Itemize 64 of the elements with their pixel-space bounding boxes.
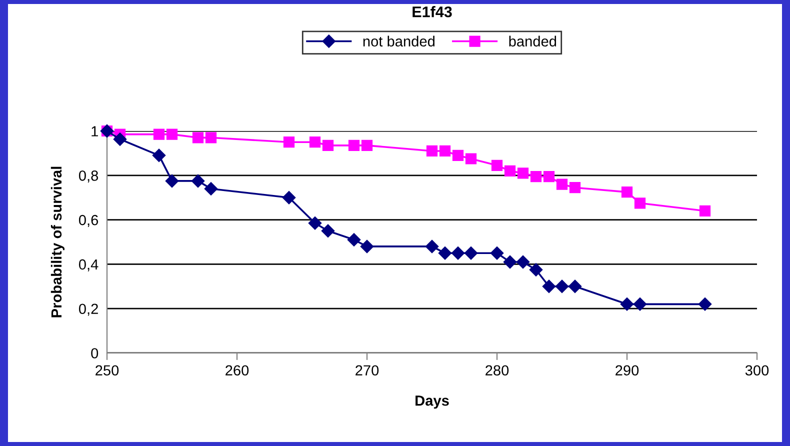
- point: [191, 174, 205, 188]
- point: [620, 298, 634, 311]
- point: [308, 216, 322, 230]
- point: [516, 255, 530, 269]
- y-tick-label: 0: [91, 348, 98, 358]
- point: [165, 174, 179, 188]
- y-tick-label: 0,4: [78, 259, 98, 272]
- point: [503, 255, 517, 269]
- point: [321, 224, 335, 238]
- point: [153, 128, 165, 140]
- point: [166, 128, 178, 140]
- point: [347, 233, 361, 246]
- point: [464, 246, 478, 260]
- point: [633, 298, 647, 311]
- point: [634, 198, 646, 209]
- point: [698, 298, 712, 311]
- point: [361, 140, 373, 151]
- x-tick-label: 250: [96, 365, 119, 376]
- point: [451, 246, 465, 260]
- point: [621, 186, 633, 198]
- point: [426, 145, 438, 157]
- y-tick-label: 0,2: [78, 304, 98, 316]
- y-tick-label: 0,8: [78, 170, 98, 183]
- legend-label: not banded: [363, 36, 434, 47]
- x-axis-title: Days: [416, 396, 449, 409]
- point: [205, 132, 217, 144]
- point: [439, 145, 451, 157]
- point: [192, 132, 204, 144]
- point: [530, 170, 542, 182]
- point: [568, 280, 582, 293]
- point: [452, 150, 464, 161]
- point: [360, 240, 374, 254]
- x-tick-label: 290: [616, 365, 639, 376]
- point: [282, 191, 296, 204]
- legend-label: banded: [509, 36, 556, 47]
- point: [556, 178, 568, 190]
- point: [699, 205, 711, 216]
- chart-title: E1f43: [412, 6, 452, 18]
- point: [425, 240, 439, 254]
- y-tick-label: 0,6: [78, 214, 98, 227]
- y-axis-title: Probability of survival: [50, 166, 65, 318]
- point: [543, 170, 555, 182]
- point: [555, 280, 569, 293]
- point: [491, 160, 503, 171]
- point: [542, 280, 556, 293]
- point: [490, 246, 504, 260]
- point: [504, 165, 516, 177]
- point: [438, 246, 452, 260]
- point: [322, 140, 334, 151]
- point: [152, 148, 166, 162]
- y-tick-label: 1: [92, 126, 98, 136]
- point: [204, 182, 218, 196]
- point: [465, 153, 477, 164]
- point: [529, 263, 543, 276]
- x-tick-label: 270: [356, 365, 379, 376]
- point: [113, 132, 127, 146]
- point: [283, 136, 295, 148]
- point: [348, 140, 360, 151]
- x-tick-label: 260: [226, 365, 249, 376]
- point: [309, 136, 321, 148]
- x-tick-label: 300: [745, 365, 769, 376]
- point: [569, 182, 581, 194]
- point: [517, 168, 529, 179]
- x-tick-label: 280: [486, 365, 509, 376]
